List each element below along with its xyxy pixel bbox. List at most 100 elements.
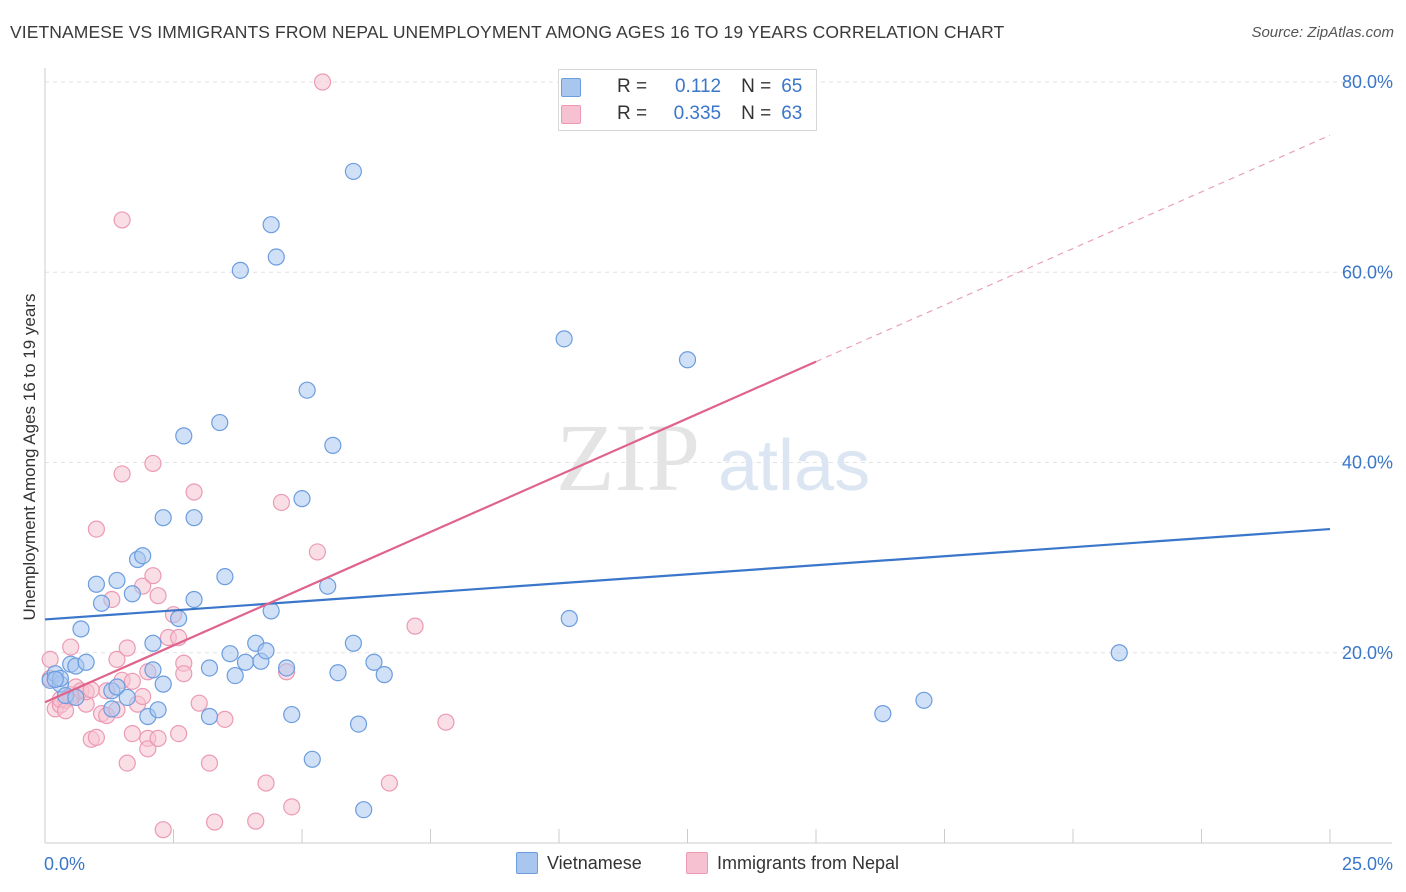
y-tick-label: 80.0%	[1342, 72, 1393, 92]
nepal-point	[216, 710, 234, 728]
nepal-point	[380, 774, 398, 792]
chart-title: VIETNAMESE VS IMMIGRANTS FROM NEPAL UNEM…	[10, 22, 1005, 42]
vietnamese-point	[324, 436, 342, 454]
gridlines	[45, 81, 1392, 654]
nepal-point	[134, 687, 152, 706]
vietnamese-point	[108, 678, 126, 696]
vietnamese-point	[200, 707, 219, 726]
vietnamese-point	[344, 162, 362, 181]
vietnamese-point	[257, 642, 275, 660]
vietnamese-point	[303, 750, 321, 768]
nepal-point	[308, 543, 327, 561]
nepal-trend-line	[44, 360, 817, 704]
y-tick-label: 20.0%	[1342, 643, 1393, 663]
series-nepal-points	[41, 73, 455, 839]
series-vietnamese-points	[41, 162, 1128, 819]
nepal-point	[154, 821, 172, 839]
legend-n-value: 65	[781, 76, 803, 97]
vietnamese-point	[77, 653, 95, 671]
nepal-point	[406, 617, 424, 635]
legend-swatch-pink	[561, 105, 581, 124]
nepal-point	[257, 774, 275, 792]
legend-swatch-blue	[561, 78, 581, 97]
legend-r-label: R =	[617, 76, 648, 97]
y-tick-label: 60.0%	[1342, 262, 1393, 282]
bottom-legend-label-nepal: Immigrants from Nepal	[717, 852, 900, 873]
y-axis-label: Unemployment Among Ages 16 to 19 years	[20, 293, 39, 621]
nepal-point	[190, 694, 208, 712]
vietnamese-point	[175, 427, 193, 445]
vietnamese-point	[46, 670, 64, 688]
correlation-legend: R = 0.112 N = 65 R = 0.335 N = 63	[558, 69, 817, 131]
vietnamese-point	[123, 585, 141, 603]
legend-row-nepal: R = 0.335 N = 63	[561, 101, 802, 127]
vietnamese-point	[355, 801, 373, 819]
nepal-point	[170, 725, 188, 743]
nepal-point	[200, 754, 219, 772]
nepal-point	[149, 587, 167, 605]
legend-r-value: 0.335	[673, 103, 722, 124]
vietnamese-point	[144, 661, 162, 679]
vietnamese-point	[560, 609, 578, 628]
nepal-point	[62, 638, 80, 656]
nepal-trend-extension	[815, 134, 1331, 363]
nepal-point	[41, 650, 59, 669]
vietnamese-point	[915, 691, 933, 709]
nepal-point	[113, 211, 131, 229]
nepal-point	[118, 639, 136, 657]
vietnamese-point	[298, 381, 316, 399]
nepal-point	[149, 729, 167, 747]
watermark-zip: ZIP	[556, 404, 700, 511]
nepal-point	[206, 813, 224, 831]
bottom-legend-swatch-blue	[516, 852, 538, 874]
nepal-point	[87, 728, 106, 747]
vietnamese-point	[267, 248, 285, 266]
nepal-point	[118, 754, 136, 772]
vietnamese-point	[154, 675, 172, 693]
vietnamese-point	[231, 261, 249, 279]
y-tick-label: 40.0%	[1342, 453, 1393, 473]
axes	[44, 68, 1392, 844]
legend-r-label: R =	[617, 103, 648, 124]
vietnamese-point	[226, 666, 244, 685]
watermark-atlas: atlas	[718, 426, 870, 506]
nepal-point	[56, 702, 75, 720]
vietnamese-point	[216, 568, 234, 586]
legend-n-label: N =	[741, 76, 772, 97]
vietnamese-point	[293, 490, 311, 508]
vietnamese-point	[678, 351, 697, 369]
vietnamese-point	[154, 509, 172, 527]
x-tick-label: 0.0%	[44, 854, 85, 874]
vietnamese-point	[236, 653, 255, 671]
vietnamese-point	[277, 659, 296, 677]
vietnamese-point	[375, 666, 393, 684]
vietnamese-point	[365, 653, 383, 671]
legend-row-vietnamese: R = 0.112 N = 65	[561, 74, 803, 100]
vietnamese-point	[87, 575, 106, 593]
vietnamese-point	[108, 571, 126, 590]
vietnamese-point	[144, 634, 162, 652]
nepal-point	[144, 454, 162, 473]
vietnamese-point	[185, 590, 203, 609]
nepal-point	[144, 567, 162, 585]
vietnamese-point	[874, 705, 892, 723]
vietnamese-point	[344, 634, 362, 652]
source-label: Source: ZipAtlas.com	[1251, 24, 1394, 41]
vietnamese-point	[185, 509, 203, 527]
nepal-point	[437, 713, 455, 731]
nepal-point	[175, 665, 193, 683]
nepal-point	[139, 740, 157, 758]
nepal-point	[185, 483, 203, 501]
vietnamese-point	[283, 705, 301, 724]
vietnamese-point	[555, 330, 573, 348]
legend-r-value: 0.112	[674, 76, 722, 97]
bottom-legend-vietnamese: Vietnamese	[516, 852, 642, 874]
bottom-legend-label-vietnamese: Vietnamese	[547, 852, 642, 873]
vietnamese-point	[149, 701, 167, 719]
vietnamese-point	[118, 688, 136, 707]
nepal-point	[87, 520, 106, 538]
nepal-point	[272, 493, 291, 512]
vietnamese-point	[221, 645, 239, 663]
vietnamese-point	[211, 413, 229, 432]
